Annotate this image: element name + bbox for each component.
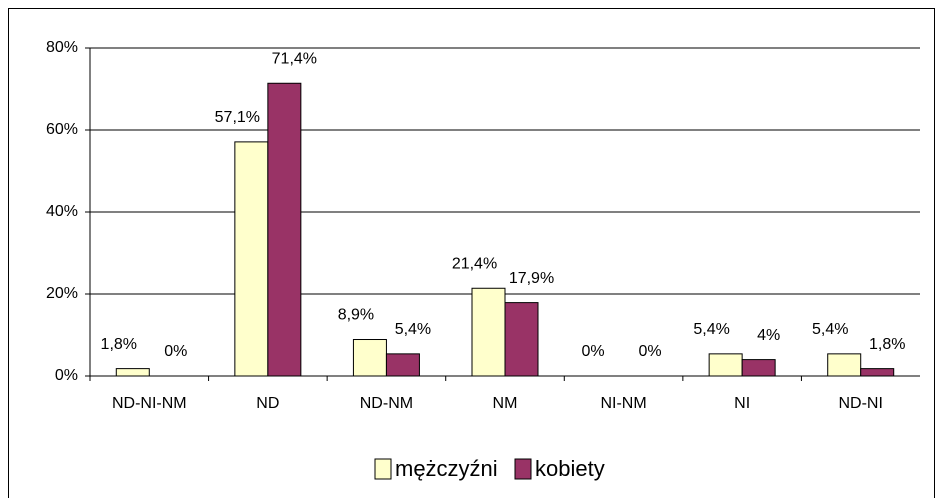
bar <box>504 302 539 377</box>
x-tick-label: ND-NI <box>838 395 882 412</box>
bar <box>352 339 387 377</box>
x-tick-label: ND-NM <box>360 395 413 412</box>
data-label: 5,4% <box>395 321 431 338</box>
data-label: 17,9% <box>509 270 554 287</box>
bar <box>471 287 506 377</box>
data-label: 8,9% <box>338 307 374 324</box>
data-label: 5,4% <box>693 321 729 338</box>
data-label: 0% <box>639 343 662 360</box>
bar <box>860 368 895 377</box>
y-tick-label: 40% <box>46 203 78 220</box>
legend-swatch <box>374 458 392 480</box>
data-label: 5,4% <box>812 321 848 338</box>
legend-label: mężczyźni <box>395 456 498 481</box>
data-label: 21,4% <box>452 255 497 272</box>
data-label: 4% <box>757 327 780 344</box>
bar <box>115 368 150 377</box>
data-label: 0% <box>164 343 187 360</box>
chart-frame <box>8 8 935 498</box>
data-label: 71,4% <box>272 50 317 67</box>
y-tick-label: 60% <box>46 121 78 138</box>
x-tick-label: NI-NM <box>600 395 646 412</box>
data-label: 0% <box>582 343 605 360</box>
data-label: 57,1% <box>215 109 260 126</box>
y-tick-label: 80% <box>46 39 78 56</box>
bar <box>827 353 862 377</box>
data-label: 1,8% <box>869 336 905 353</box>
y-tick-label: 20% <box>46 285 78 302</box>
x-tick-label: NI <box>734 395 750 412</box>
bar <box>708 353 743 377</box>
legend-label: kobiety <box>535 456 605 481</box>
x-tick-label: ND-NI-NM <box>112 395 187 412</box>
bar <box>385 353 420 377</box>
bar <box>234 141 269 377</box>
legend-swatch <box>514 458 532 480</box>
x-tick-label: NM <box>493 395 518 412</box>
data-label: 1,8% <box>101 336 137 353</box>
x-tick-label: ND <box>256 395 279 412</box>
bar <box>267 82 302 377</box>
y-tick-label: 0% <box>55 367 78 384</box>
bar <box>741 359 776 377</box>
